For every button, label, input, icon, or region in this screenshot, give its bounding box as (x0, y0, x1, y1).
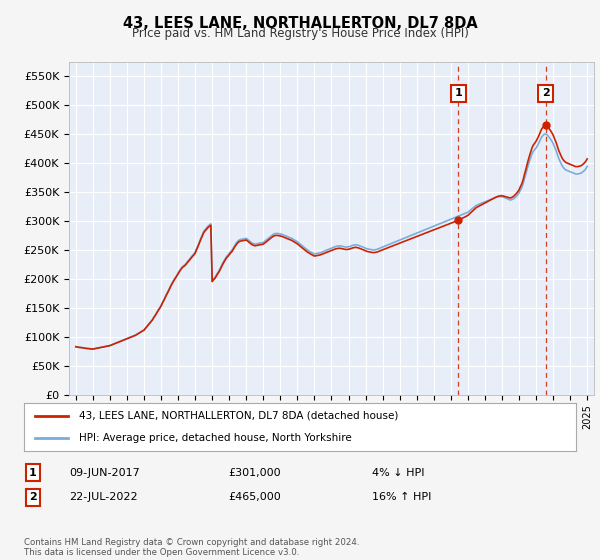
Text: 1: 1 (454, 88, 462, 99)
Text: 2: 2 (542, 88, 550, 99)
Text: Price paid vs. HM Land Registry's House Price Index (HPI): Price paid vs. HM Land Registry's House … (131, 27, 469, 40)
Text: 1: 1 (29, 468, 37, 478)
Text: 43, LEES LANE, NORTHALLERTON, DL7 8DA (detached house): 43, LEES LANE, NORTHALLERTON, DL7 8DA (d… (79, 410, 398, 421)
Text: 4% ↓ HPI: 4% ↓ HPI (372, 468, 425, 478)
Text: 09-JUN-2017: 09-JUN-2017 (69, 468, 140, 478)
Text: £301,000: £301,000 (228, 468, 281, 478)
Text: 16% ↑ HPI: 16% ↑ HPI (372, 492, 431, 502)
Text: 43, LEES LANE, NORTHALLERTON, DL7 8DA: 43, LEES LANE, NORTHALLERTON, DL7 8DA (122, 16, 478, 31)
Text: Contains HM Land Registry data © Crown copyright and database right 2024.
This d: Contains HM Land Registry data © Crown c… (24, 538, 359, 557)
Text: 22-JUL-2022: 22-JUL-2022 (69, 492, 137, 502)
Text: £465,000: £465,000 (228, 492, 281, 502)
Text: HPI: Average price, detached house, North Yorkshire: HPI: Average price, detached house, Nort… (79, 433, 352, 444)
Text: 2: 2 (29, 492, 37, 502)
